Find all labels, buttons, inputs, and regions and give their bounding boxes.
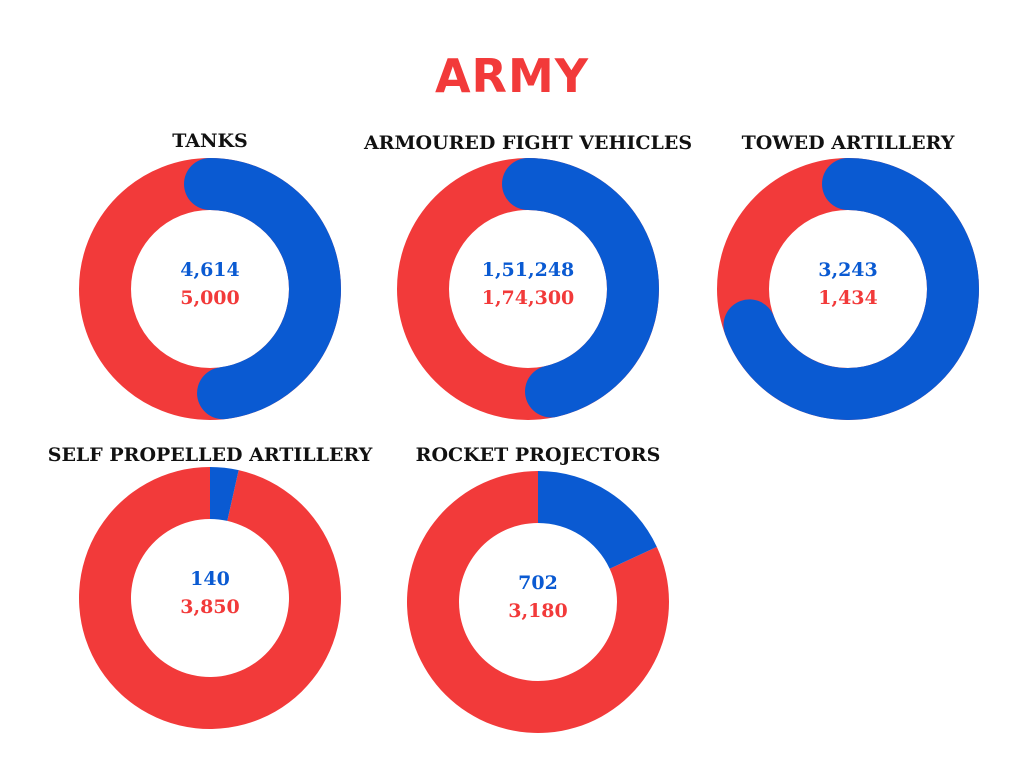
- chart-towed-artillery: TOWED ARTILLERY 3,243 1,434: [668, 130, 1024, 430]
- chart-title: ROCKET PROJECTORS: [415, 444, 661, 466]
- chart-title: TOWED ARTILLERY: [741, 132, 955, 154]
- value-label-red: 3,850: [180, 596, 240, 618]
- donut-slice-red: [78, 467, 341, 729]
- donut-svg: [397, 158, 659, 420]
- donut-slice-blue: [210, 467, 239, 521]
- donut-svg: [407, 471, 669, 733]
- value-label-blue: 3,243: [818, 259, 878, 281]
- chart-rocket-projectors: ROCKET PROJECTORS 702 3,180: [358, 442, 718, 742]
- donut-slice-blue: [397, 158, 659, 420]
- chart-self-propelled-artillery: SELF PROPELLED ARTILLERY 140 3,850: [30, 442, 390, 742]
- donut-svg: [717, 158, 979, 420]
- value-label-red: 5,000: [180, 287, 240, 309]
- donut-slice-red: [407, 471, 669, 733]
- donut-svg: [78, 467, 341, 729]
- donut-slice-blue: [538, 471, 657, 569]
- donut-slice-blue: [717, 158, 979, 420]
- chart-title: TANKS: [172, 130, 248, 152]
- value-label-blue: 1,51,248: [481, 259, 575, 281]
- value-label-blue: 140: [190, 568, 230, 590]
- chart-title: SELF PROPELLED ARTILLERY: [47, 444, 373, 466]
- donut-svg: [79, 158, 341, 420]
- value-label-red: 3,180: [508, 600, 568, 622]
- page-title: ARMY: [434, 49, 590, 103]
- donut-slice-blue: [79, 158, 341, 420]
- chart-title: ARMOURED FIGHT VEHICLES: [363, 132, 693, 154]
- value-label-red: 1,74,300: [481, 287, 575, 309]
- chart-armoured-fight-vehicles: ARMOURED FIGHT VEHICLES 1,51,248 1,74,30…: [348, 130, 708, 430]
- value-label-blue: 702: [518, 572, 558, 594]
- value-label-red: 1,434: [818, 287, 878, 309]
- value-label-blue: 4,614: [180, 259, 240, 281]
- chart-tanks: TANKS 4,614 5,000: [30, 128, 390, 428]
